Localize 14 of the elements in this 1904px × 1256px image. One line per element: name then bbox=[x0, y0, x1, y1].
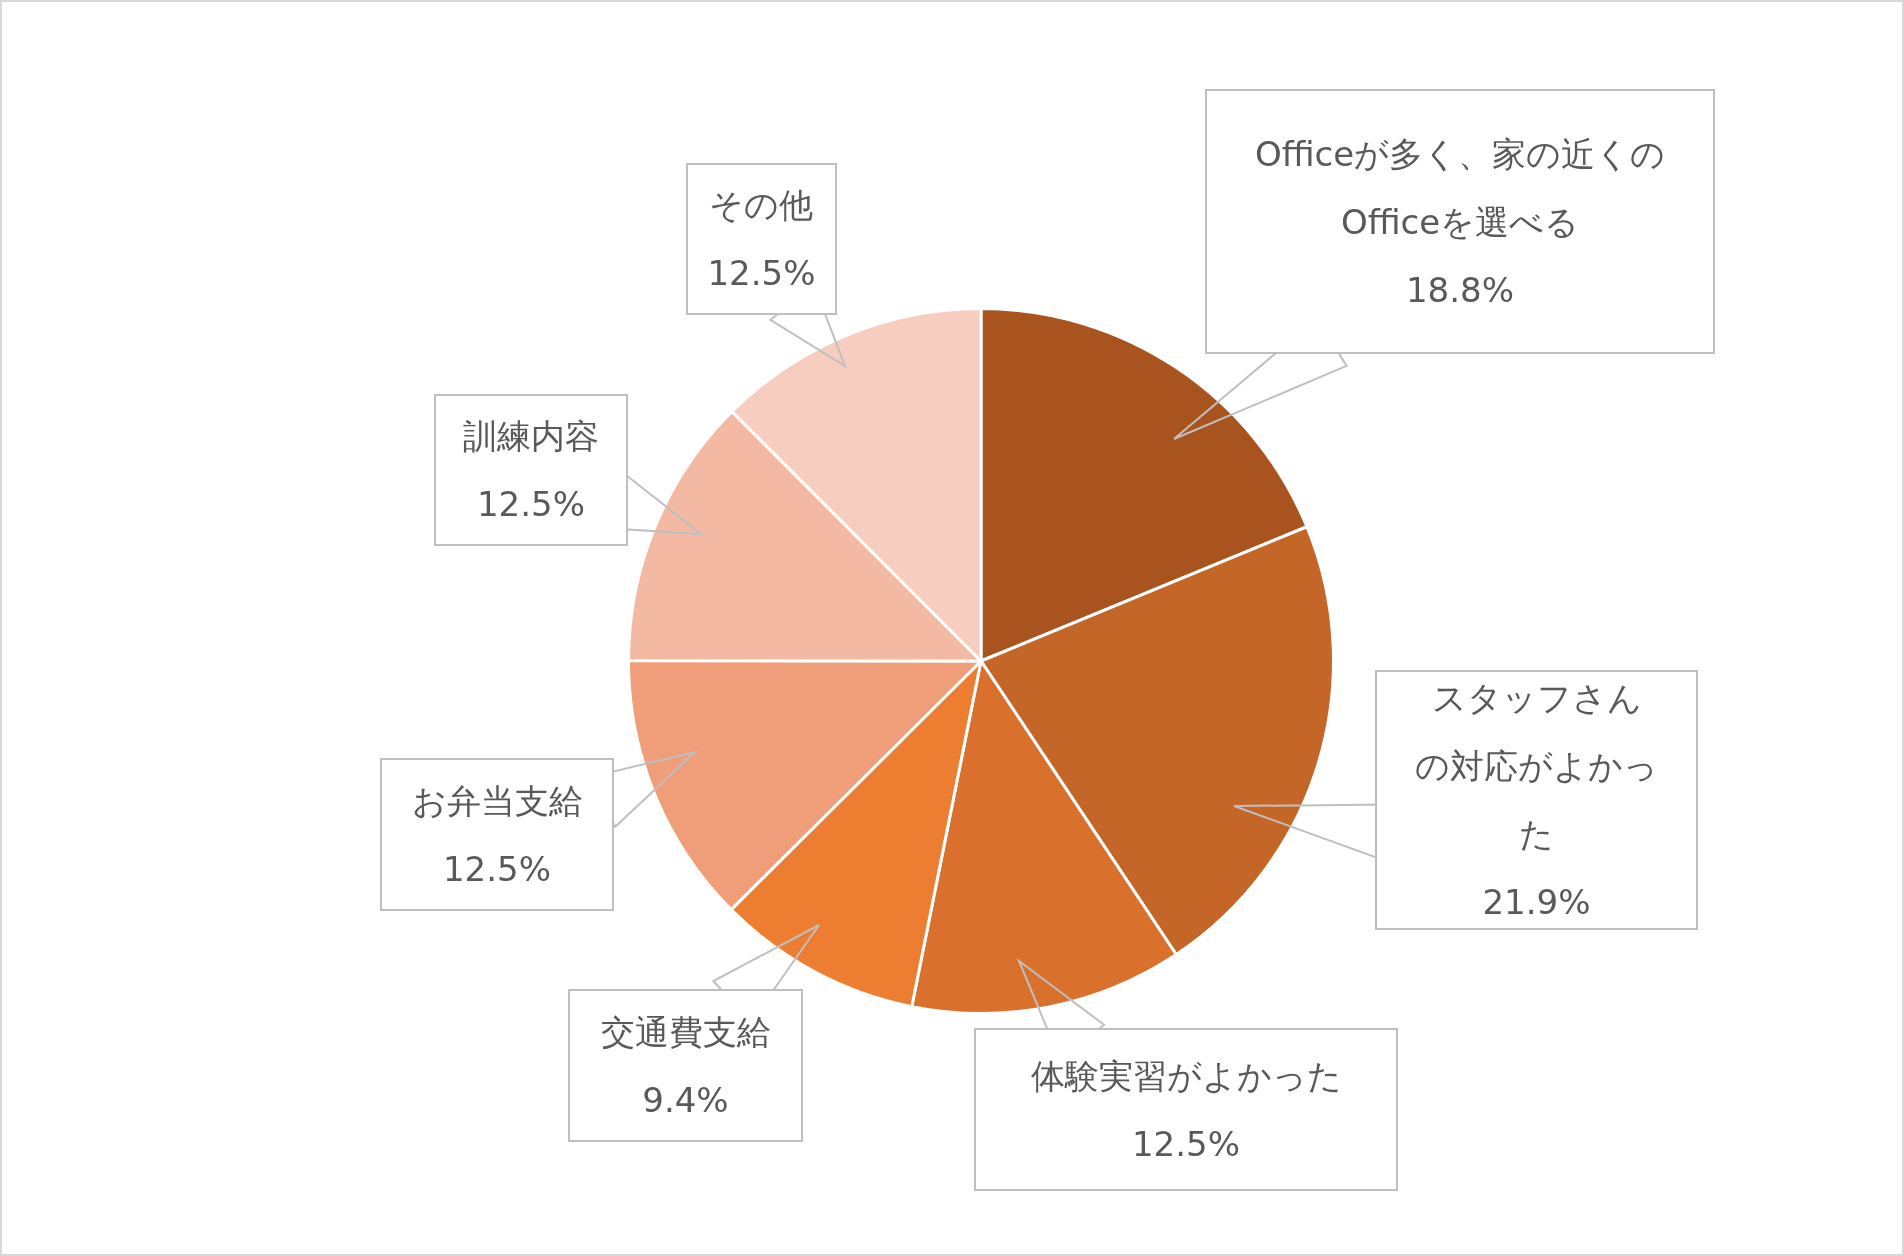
data-label: 12.5% bbox=[707, 252, 816, 295]
data-label: 12.5% bbox=[476, 483, 586, 526]
data-label: 9.4% bbox=[641, 1078, 730, 1122]
slice-label: スタッフさんの対応がよかった bbox=[1415, 677, 1658, 856]
slice-label: お弁当支給 bbox=[411, 779, 583, 823]
slice-label: 交通費支給 bbox=[600, 1010, 771, 1054]
data-label: 12.5% bbox=[442, 847, 552, 891]
data-label: 21.9% bbox=[1481, 881, 1592, 924]
data-label: 12.5% bbox=[1131, 1122, 1241, 1166]
slice-label: 体験実習がよかった bbox=[1030, 1054, 1342, 1098]
slice-label: その他 bbox=[708, 184, 815, 227]
slice-label: 訓練内容 bbox=[463, 415, 599, 458]
slice-label: Officeが多く、家の近くのOfficeを選べる bbox=[1253, 132, 1667, 244]
data-label: 18.8% bbox=[1405, 268, 1515, 312]
